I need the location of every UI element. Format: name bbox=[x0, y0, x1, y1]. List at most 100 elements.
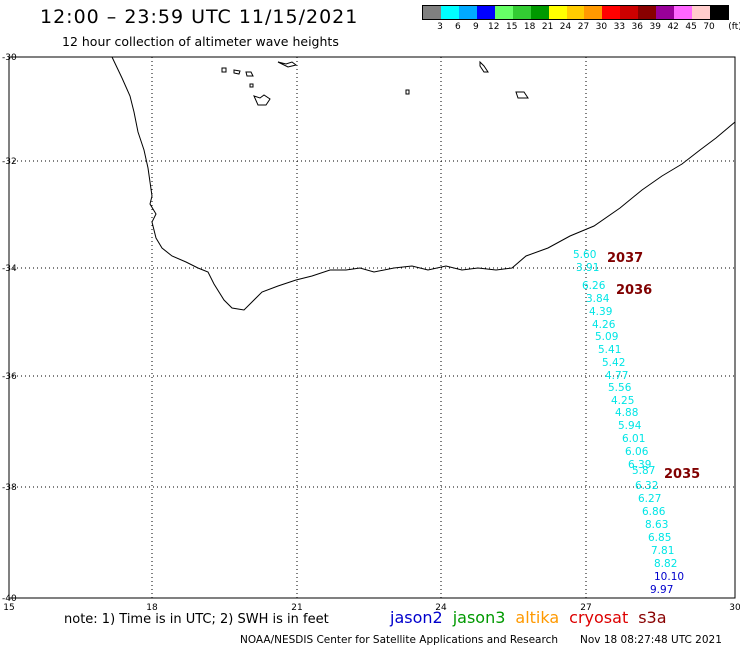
legend-label: 30 bbox=[595, 22, 608, 32]
map-subtitle: 12 hour collection of altimeter wave hei… bbox=[62, 34, 339, 49]
pass-label-2035: 2035 bbox=[664, 467, 700, 482]
swh-value: 7.81 bbox=[651, 545, 674, 557]
longitude-labels: 15 18 21 24 27 30 bbox=[3, 603, 740, 613]
legend-label: 45 bbox=[685, 22, 697, 32]
lon-label: 18 bbox=[146, 603, 158, 613]
lat-label: -36 bbox=[2, 372, 17, 382]
swh-value: 3.91 bbox=[576, 262, 599, 274]
island-8 bbox=[405, 89, 410, 95]
latitude-labels: -30 -32 -34 -36 -38 -40 bbox=[2, 53, 17, 604]
legend-swatch bbox=[423, 6, 441, 19]
island-5 bbox=[253, 94, 271, 106]
legend-swatch bbox=[584, 6, 603, 19]
legend-swatch bbox=[548, 6, 567, 19]
legend-swatch bbox=[710, 6, 728, 19]
legend-swatch bbox=[692, 6, 710, 19]
satellite-jason2: jason2 bbox=[390, 608, 443, 627]
legend-label: 36 bbox=[631, 22, 644, 32]
satellite-jason3: jason3 bbox=[452, 608, 506, 627]
legend-label: 39 bbox=[649, 22, 661, 32]
legend-swatch bbox=[530, 6, 549, 19]
swh-value: 5.87 bbox=[632, 465, 655, 477]
swh-value: 5.60 bbox=[573, 249, 596, 261]
offshore-islands bbox=[221, 60, 529, 106]
footer-note: note: 1) Time is in UTC; 2) SWH is in fe… bbox=[64, 612, 329, 627]
grid-lines bbox=[9, 57, 735, 598]
legend-label: 15 bbox=[505, 22, 518, 32]
legend-label: 9 bbox=[472, 22, 479, 32]
satellite-cryosat: cryosat bbox=[569, 608, 629, 627]
island-7 bbox=[479, 60, 489, 73]
swh-value: 5.94 bbox=[618, 420, 642, 432]
legend-swatches bbox=[422, 5, 729, 20]
lat-label: -40 bbox=[2, 594, 17, 604]
island-4 bbox=[249, 83, 254, 88]
pass-label-2037: 2037 bbox=[607, 251, 643, 266]
swh-value: 6.06 bbox=[625, 446, 649, 458]
satellite-altika: altika bbox=[515, 608, 560, 627]
swh-value: 6.39 bbox=[628, 459, 651, 471]
swh-value: 5.41 bbox=[598, 344, 621, 356]
swh-value: 4.88 bbox=[615, 407, 638, 419]
legend-label: 12 bbox=[488, 22, 500, 32]
satellite-s3a: s3a bbox=[638, 608, 667, 627]
swh-value: 4.39 bbox=[589, 306, 612, 318]
legend-swatch bbox=[674, 6, 693, 19]
legend-swatch bbox=[440, 6, 459, 19]
legend-label: 27 bbox=[577, 22, 590, 32]
legend-swatch bbox=[656, 6, 675, 19]
lat-label: -38 bbox=[2, 483, 17, 493]
satellite-legend: jason2 jason3 altika cryosat s3a bbox=[390, 608, 677, 627]
footer-credit: NOAA/NESDIS Center for Satellite Applica… bbox=[240, 634, 558, 646]
legend-swatch bbox=[566, 6, 585, 19]
swh-value: 6.32 bbox=[635, 480, 658, 492]
footer-timestamp: Nov 18 08:27:48 UTC 2021 bbox=[580, 634, 722, 646]
swh-value: 10.10 bbox=[654, 571, 684, 583]
legend-label: 70 bbox=[703, 22, 715, 32]
legend-swatch bbox=[602, 6, 621, 19]
island-3 bbox=[245, 71, 254, 77]
legend-label: 18 bbox=[523, 22, 536, 32]
lon-label: 21 bbox=[291, 603, 302, 613]
legend-swatch bbox=[494, 6, 513, 19]
swh-value: 6.26 bbox=[582, 280, 606, 292]
altimeter-track: 5.603.91 6.263.844.394.265.095.415.424.77… bbox=[573, 249, 684, 596]
map-title: 12:00 – 23:59 UTC 11/15/2021 bbox=[40, 6, 359, 28]
island-1 bbox=[221, 67, 227, 73]
lat-label: -34 bbox=[2, 264, 17, 274]
swh-value: 6.27 bbox=[638, 493, 661, 505]
swh-value: 6.01 bbox=[622, 433, 645, 445]
swh-value: 3.84 bbox=[586, 293, 610, 305]
swh-value: 4.26 bbox=[592, 319, 616, 331]
swh-value: 6.86 bbox=[642, 506, 666, 518]
swh-value: 5.09 bbox=[595, 331, 618, 343]
lon-label: 24 bbox=[435, 603, 447, 613]
lon-label: 27 bbox=[580, 603, 591, 613]
legend-label: 24 bbox=[559, 22, 572, 32]
legend-swatch bbox=[476, 6, 495, 19]
swh-value: 5.42 bbox=[602, 357, 625, 369]
legend-swatch bbox=[512, 6, 531, 19]
legend-label: 33 bbox=[613, 22, 626, 32]
swh-value: 4.77 bbox=[605, 370, 628, 382]
legend-label: 21 bbox=[541, 22, 554, 32]
legend-swatch bbox=[458, 6, 477, 19]
swh-value: 8.82 bbox=[654, 558, 677, 570]
swh-value: 9.97 bbox=[650, 584, 673, 596]
swh-value: 6.85 bbox=[648, 532, 671, 544]
legend-label: 3 bbox=[437, 22, 443, 32]
south-africa-coastline bbox=[111, 56, 736, 311]
lon-label: 30 bbox=[729, 603, 740, 613]
map-frame bbox=[8, 56, 736, 599]
swh-value: 5.56 bbox=[608, 382, 632, 394]
lon-label: 15 bbox=[3, 603, 14, 613]
legend-swatch bbox=[620, 6, 639, 19]
lat-label: -30 bbox=[2, 53, 17, 63]
island-2 bbox=[233, 69, 241, 75]
swh-value: 4.25 bbox=[611, 395, 634, 407]
pass-label-2036: 2036 bbox=[616, 283, 652, 298]
legend-swatch bbox=[638, 6, 657, 19]
swh-value: 8.63 bbox=[645, 519, 668, 531]
